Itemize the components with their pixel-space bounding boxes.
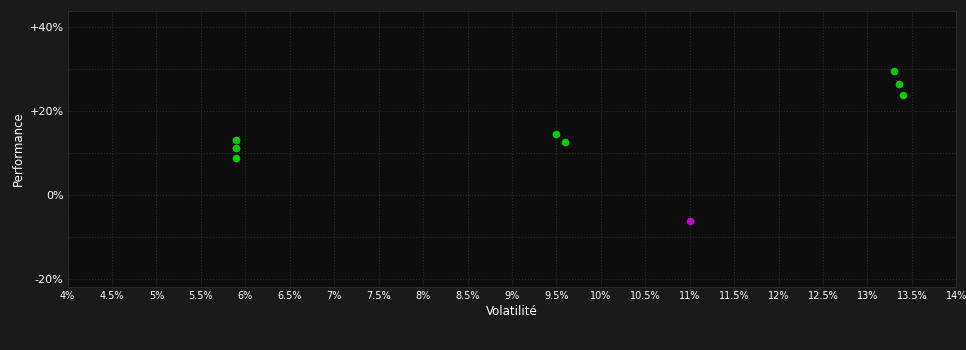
Y-axis label: Performance: Performance (13, 111, 25, 186)
X-axis label: Volatilité: Volatilité (486, 305, 538, 318)
